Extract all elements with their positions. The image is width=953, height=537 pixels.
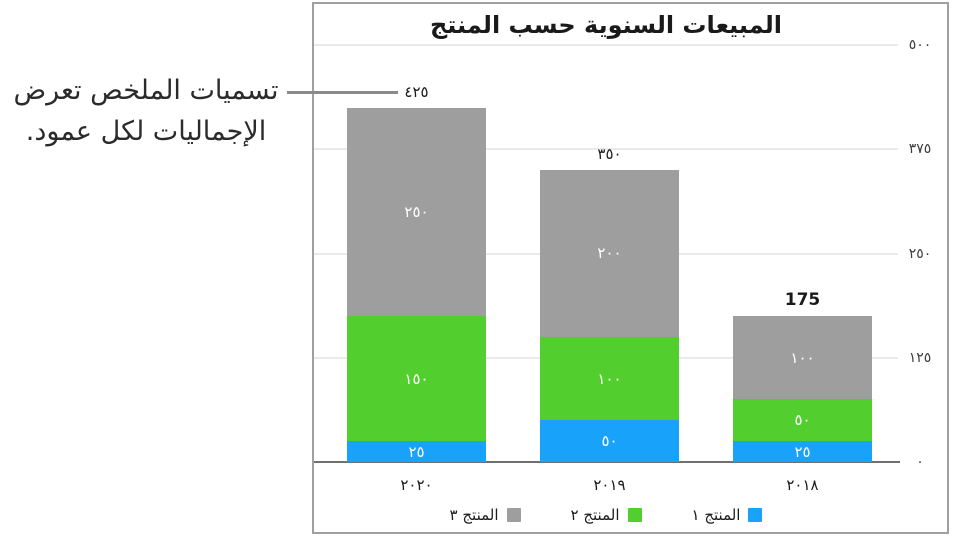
segment-value-label: ١٥٠ [404, 369, 429, 388]
legend-label-p2: المنتج ٢ [570, 506, 620, 524]
segment-value-label: ١٠٠ [597, 369, 622, 388]
bar-total-label-2020[interactable]: ٤٢٥ [404, 82, 429, 101]
callout-annotation: تسميات الملخص تعرض الإجماليات لكل عمود. [0, 70, 292, 152]
x-label-2020: ٢٠٢٠ [400, 476, 433, 494]
segment-value-label: ٢٥ [794, 442, 811, 461]
segment-value-label: ٢٥٠ [404, 202, 429, 221]
legend-label-p1: المنتج ١ [691, 506, 741, 524]
segment-value-label: ٢٠٠ [597, 244, 622, 263]
bar-segment-p2-2019[interactable]: ١٠٠ [540, 336, 679, 421]
gridline-375 [314, 148, 898, 150]
legend-swatch-p3 [506, 508, 521, 522]
callout-annotation-line1: تسميات الملخص تعرض [13, 75, 279, 106]
bar-segment-p3-2018[interactable]: ١٠٠ [733, 316, 872, 400]
bar-total-label-2019[interactable]: ٣٥٠ [597, 145, 622, 164]
legend-label-p3: المنتج ٣ [449, 506, 499, 524]
chart-title: المبيعات السنوية حسب المنتج [429, 11, 783, 39]
bar-segment-p1-2019[interactable]: ٥٠ [540, 420, 679, 462]
legend-swatch-p1 [748, 508, 763, 522]
bar-segment-p2-2020[interactable]: ١٥٠ [347, 316, 486, 442]
segment-value-label: ٥٠ [794, 411, 811, 430]
x-axis-line [314, 461, 900, 463]
bar-segment-p2-2018[interactable]: ٥٠ [733, 399, 872, 442]
bar-segment-p1-2018[interactable]: ٢٥ [733, 441, 872, 462]
segment-value-label: ٥٠ [601, 432, 618, 451]
y-tick-500: ٥٠٠ [908, 37, 932, 53]
chart-legend: المنتج ١ المنتج ٢ المنتج ٣ [312, 504, 900, 526]
y-tick-125: ١٢٥ [908, 350, 932, 366]
legend-item-p2[interactable]: المنتج ٢ [571, 506, 642, 524]
bar-segment-p3-2019[interactable]: ٢٠٠ [540, 170, 679, 337]
gridline-500 [314, 44, 898, 46]
segment-value-label: ٢٥ [408, 442, 425, 461]
legend-swatch-p2 [627, 508, 642, 522]
legend-item-p3[interactable]: المنتج ٣ [450, 506, 521, 524]
x-label-2019: ٢٠١٩ [593, 476, 626, 494]
x-label-2018: ٢٠١٨ [786, 476, 819, 494]
bar-segment-p3-2020[interactable]: ٢٥٠ [347, 107, 486, 317]
y-tick-375: ٣٧٥ [908, 141, 932, 157]
callout-connector-line [287, 91, 398, 94]
y-tick-250: ٢٥٠ [908, 246, 932, 262]
legend-item-p1[interactable]: المنتج ١ [692, 506, 763, 524]
callout-annotation-line2: الإجماليات لكل عمود. [25, 116, 267, 147]
bar-segment-p1-2020[interactable]: ٢٥ [347, 441, 486, 462]
segment-value-label: ١٠٠ [790, 348, 815, 367]
y-tick-0: ٠ [916, 454, 924, 470]
bar-total-label-2018[interactable]: 175 [784, 290, 821, 311]
